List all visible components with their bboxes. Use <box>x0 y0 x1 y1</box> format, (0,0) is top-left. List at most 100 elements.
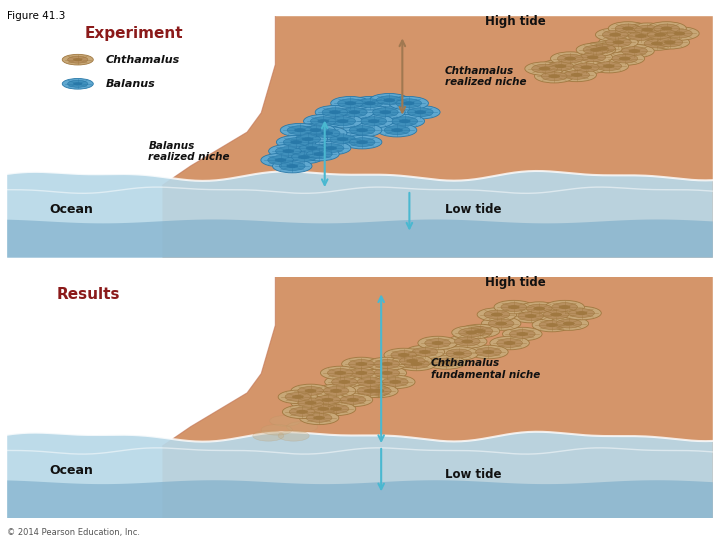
Circle shape <box>622 26 634 30</box>
Circle shape <box>372 389 384 393</box>
Circle shape <box>415 110 426 114</box>
Circle shape <box>272 159 312 173</box>
Circle shape <box>546 323 558 327</box>
Circle shape <box>534 70 574 83</box>
Circle shape <box>276 147 301 156</box>
Circle shape <box>270 416 301 426</box>
Circle shape <box>399 119 410 123</box>
Circle shape <box>549 317 589 330</box>
Circle shape <box>545 300 585 314</box>
Circle shape <box>325 375 364 389</box>
Circle shape <box>396 99 421 107</box>
Circle shape <box>488 319 514 328</box>
Text: Ocean: Ocean <box>50 464 94 477</box>
Circle shape <box>261 153 300 167</box>
Circle shape <box>361 117 387 126</box>
Circle shape <box>377 96 402 105</box>
Circle shape <box>491 313 503 316</box>
Circle shape <box>544 310 569 319</box>
Circle shape <box>400 105 440 119</box>
Circle shape <box>384 348 423 362</box>
Circle shape <box>589 59 629 73</box>
Text: Experiment: Experiment <box>85 26 184 41</box>
Circle shape <box>356 128 368 132</box>
Text: Low tide: Low tide <box>445 203 501 216</box>
Circle shape <box>392 354 432 368</box>
Circle shape <box>366 387 391 395</box>
Circle shape <box>564 71 590 79</box>
Circle shape <box>287 422 318 432</box>
Circle shape <box>253 430 284 441</box>
Polygon shape <box>163 16 713 258</box>
Text: Chthamalus
realized niche: Chthamalus realized niche <box>445 66 526 87</box>
Circle shape <box>609 33 621 37</box>
Circle shape <box>621 29 661 43</box>
Circle shape <box>330 97 370 110</box>
Circle shape <box>322 108 348 117</box>
Circle shape <box>634 25 660 34</box>
Circle shape <box>583 45 609 54</box>
Circle shape <box>501 303 526 312</box>
Circle shape <box>261 424 292 435</box>
Circle shape <box>322 398 333 402</box>
Circle shape <box>306 146 318 150</box>
Text: Figure 41.3: Figure 41.3 <box>7 11 66 21</box>
Circle shape <box>296 410 308 414</box>
Circle shape <box>467 327 492 335</box>
Circle shape <box>628 32 654 40</box>
Circle shape <box>661 26 672 30</box>
Circle shape <box>596 62 621 71</box>
Circle shape <box>510 329 535 339</box>
Circle shape <box>459 328 485 337</box>
Polygon shape <box>7 480 713 518</box>
Circle shape <box>298 399 323 407</box>
Text: Balanus: Balanus <box>106 79 156 89</box>
Circle shape <box>551 52 590 65</box>
Circle shape <box>439 347 479 360</box>
Circle shape <box>571 73 582 77</box>
Circle shape <box>405 345 445 359</box>
Circle shape <box>356 140 368 144</box>
Circle shape <box>369 93 409 107</box>
Circle shape <box>338 99 364 107</box>
Circle shape <box>613 40 624 44</box>
Circle shape <box>573 51 613 64</box>
Circle shape <box>404 360 429 368</box>
Text: High tide: High tide <box>485 276 546 289</box>
Circle shape <box>354 114 394 128</box>
Circle shape <box>68 80 88 87</box>
Circle shape <box>330 135 356 144</box>
Circle shape <box>376 375 415 389</box>
Text: Ocean: Ocean <box>50 203 94 216</box>
Circle shape <box>590 48 602 52</box>
Circle shape <box>541 72 567 80</box>
Circle shape <box>385 114 425 128</box>
Circle shape <box>372 108 398 117</box>
Circle shape <box>320 366 360 380</box>
Circle shape <box>532 64 557 73</box>
Circle shape <box>323 132 362 146</box>
Circle shape <box>383 98 395 102</box>
Circle shape <box>419 350 431 354</box>
Circle shape <box>519 302 559 315</box>
Circle shape <box>549 74 560 78</box>
Circle shape <box>526 304 552 313</box>
Circle shape <box>342 357 381 371</box>
Circle shape <box>503 327 542 341</box>
Circle shape <box>615 24 641 33</box>
Circle shape <box>612 54 638 63</box>
Circle shape <box>556 319 582 328</box>
Circle shape <box>348 360 374 368</box>
Circle shape <box>315 105 355 119</box>
Circle shape <box>287 164 298 168</box>
Circle shape <box>402 101 415 105</box>
Circle shape <box>629 49 640 53</box>
Circle shape <box>381 362 392 366</box>
Circle shape <box>448 335 487 348</box>
Circle shape <box>580 53 606 62</box>
Circle shape <box>647 22 686 35</box>
Circle shape <box>325 146 337 150</box>
Polygon shape <box>7 432 713 518</box>
Circle shape <box>494 300 534 314</box>
Circle shape <box>408 108 433 117</box>
